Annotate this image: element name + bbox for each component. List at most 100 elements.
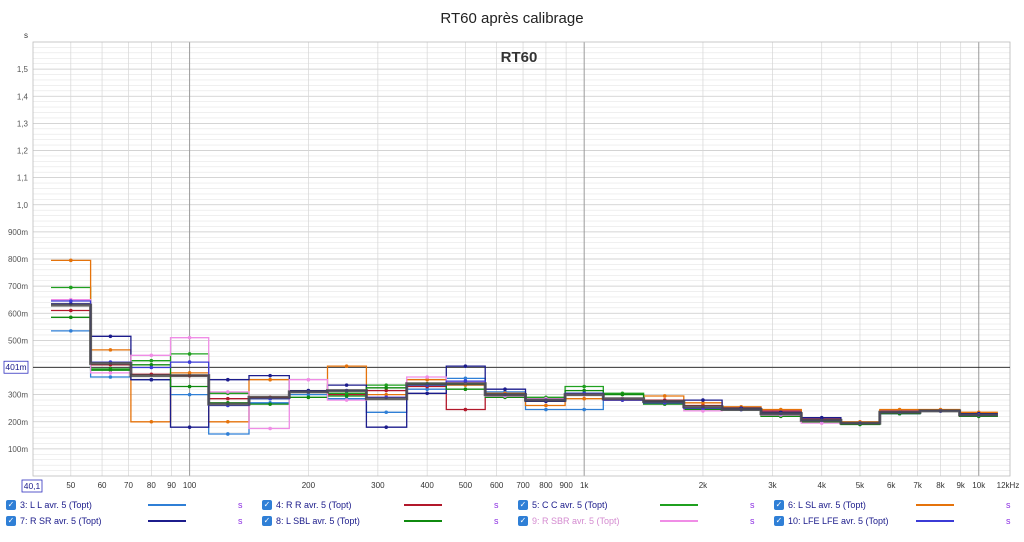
x-start-value: 40,1 — [24, 481, 41, 491]
x-tick-label: 50 — [66, 481, 75, 490]
legend-swatch — [916, 520, 954, 522]
series-point — [701, 409, 705, 413]
series-point — [69, 285, 73, 290]
series-point — [187, 371, 192, 375]
x-tick-label: 80 — [147, 481, 156, 490]
y-tick-label: 900m — [8, 228, 28, 237]
series-point — [149, 365, 154, 370]
y-tick-label: 200m — [8, 418, 28, 427]
series-point — [108, 348, 113, 352]
series-point — [344, 398, 349, 402]
legend-unit: s — [1006, 500, 1011, 510]
y-tick-label: 1,1 — [17, 174, 29, 183]
series-point — [778, 407, 783, 412]
legend-swatch — [404, 520, 442, 522]
legend-item[interactable]: ✓ 8: L SBL avr. 5 (Topt) s — [262, 514, 499, 528]
series-point — [819, 415, 824, 420]
legend-checkbox[interactable]: ✓ — [262, 516, 272, 526]
x-tick-label: 9k — [956, 481, 965, 490]
series-line — [51, 316, 998, 426]
x-start-readout[interactable]: 40,1 — [21, 479, 43, 493]
legend-unit: s — [750, 516, 755, 526]
series-point — [344, 383, 349, 387]
legend-label: 3: L L avr. 5 (Topt) — [20, 500, 92, 510]
legend-unit: s — [1006, 516, 1011, 526]
series-5 — [51, 301, 998, 429]
series-2 — [51, 308, 998, 425]
x-tick-label: 300 — [371, 481, 385, 490]
average-line — [51, 303, 998, 425]
x-tick-label: 60 — [98, 481, 107, 490]
x-tick-label: 3k — [768, 481, 777, 490]
legend-label: 9: R SBR avr. 5 (Topt) — [532, 516, 620, 526]
series-point — [187, 425, 192, 429]
series-point — [384, 383, 389, 387]
x-tick-label: 400 — [420, 481, 434, 490]
series-group — [51, 258, 998, 436]
series-point — [463, 379, 468, 383]
series-line — [51, 303, 998, 428]
chart-watermark: RT60 — [501, 49, 538, 66]
legend-checkbox[interactable]: ✓ — [518, 500, 528, 510]
series-point — [544, 407, 548, 412]
series-point — [268, 377, 272, 382]
y-tick-label: 500m — [8, 336, 28, 345]
cursor-readout[interactable]: 401m — [3, 360, 29, 374]
legend-swatch — [660, 520, 698, 522]
x-tick-label: 600 — [490, 481, 504, 490]
legend-item[interactable]: ✓ 3: L L avr. 5 (Topt) s — [6, 498, 243, 512]
series-point — [701, 398, 705, 402]
rt60-chart: RT60 après calibrage s 100m200m300m400m5… — [3, 10, 1019, 493]
x-tick-label: 1k — [580, 481, 589, 490]
legend-item[interactable]: ✓ 6: L SL avr. 5 (Topt) s — [774, 498, 1011, 512]
x-tick-label: 700 — [516, 481, 530, 490]
series-point — [463, 387, 468, 392]
series-point — [503, 387, 507, 392]
y-tick-label: 1,0 — [17, 201, 29, 210]
legend-checkbox[interactable]: ✓ — [6, 500, 16, 510]
x-tick-label: 70 — [124, 481, 133, 490]
series-point — [306, 392, 311, 397]
legend-checkbox[interactable]: ✓ — [262, 500, 272, 510]
series-point — [187, 384, 192, 389]
legend-item[interactable]: ✓ 9: R SBR avr. 5 (Topt) s — [518, 514, 755, 528]
series-point — [620, 392, 625, 397]
series-point — [425, 387, 429, 392]
series-point — [463, 364, 468, 368]
series-point — [69, 308, 73, 313]
series-point — [108, 334, 113, 339]
series-point — [268, 402, 272, 406]
y-tick-label: 1,2 — [17, 147, 29, 156]
series-point — [69, 258, 73, 263]
series-point — [701, 400, 705, 405]
series-point — [463, 376, 468, 381]
legend-checkbox[interactable]: ✓ — [774, 516, 784, 526]
legend-checkbox[interactable]: ✓ — [6, 516, 16, 526]
legend-swatch — [148, 504, 186, 506]
y-tick-labels: 100m200m300m400m500m600m700m800m900m1,01… — [8, 65, 29, 454]
x-tick-label: 5k — [856, 481, 865, 490]
series-point — [306, 395, 311, 400]
legend-unit: s — [750, 500, 755, 510]
series-point — [268, 426, 272, 431]
series-point — [897, 407, 902, 412]
legend-item[interactable]: ✓ 7: R SR avr. 5 (Topt) s — [6, 514, 243, 528]
legend-label: 8: L SBL avr. 5 (Topt) — [276, 516, 360, 526]
series-point — [662, 394, 667, 398]
series-point — [226, 377, 230, 382]
x-tick-labels: 50 60 70 80 90 100 200 300 400 500 600 700 800 900 1k 2… — [66, 481, 1019, 490]
legend-swatch — [404, 504, 442, 506]
series-point — [384, 425, 389, 429]
x-tick-label: 8k — [936, 481, 945, 490]
legend-checkbox[interactable]: ✓ — [774, 500, 784, 510]
series-point — [463, 407, 468, 412]
legend-item[interactable]: ✓ 10: LFE LFE avr. 5 (Topt) s — [774, 514, 1011, 528]
legend-checkbox[interactable]: ✓ — [518, 516, 528, 526]
legend-item[interactable]: ✓ 4: R R avr. 5 (Topt) s — [262, 498, 499, 512]
series-point — [108, 368, 113, 373]
series-line — [51, 330, 998, 435]
y-tick-label: 600m — [8, 309, 28, 318]
series-point — [582, 407, 586, 412]
legend-item[interactable]: ✓ 5: C C avr. 5 (Topt) s — [518, 498, 755, 512]
y-tick-label: 700m — [8, 282, 28, 291]
